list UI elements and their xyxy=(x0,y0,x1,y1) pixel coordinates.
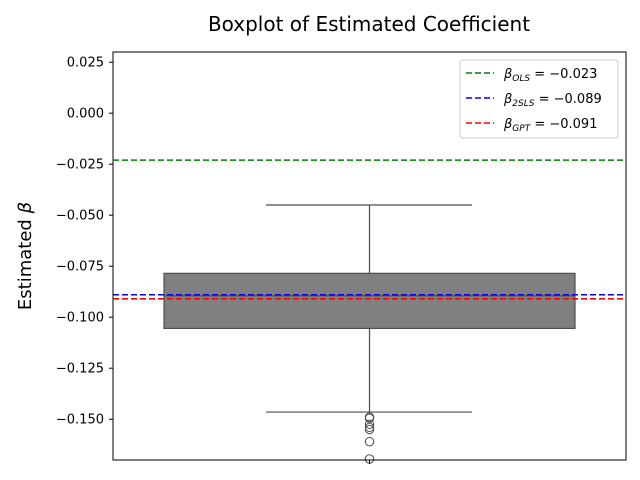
legend-subscript: OLS xyxy=(512,74,530,84)
outlier-point xyxy=(364,419,375,429)
outlier-point xyxy=(364,424,375,435)
legend-subscript: GPT xyxy=(512,124,531,134)
y-tick-label: −0.125 xyxy=(56,362,104,377)
y-tick-label: −0.075 xyxy=(56,260,104,275)
legend-value: = −0.091 xyxy=(530,117,597,132)
y-axis-label-symbol: β xyxy=(15,202,36,215)
y-tick-label: −0.100 xyxy=(56,311,104,326)
legend-beta-symbol: β xyxy=(503,117,512,132)
y-axis-label-text: Estimated xyxy=(15,213,36,310)
outlier-point xyxy=(364,413,375,423)
chart-title: Boxplot of Estimated Coefficient xyxy=(208,12,530,36)
y-tick-label: −0.050 xyxy=(56,209,104,224)
legend-beta-symbol: β xyxy=(503,67,512,82)
legend-label-2sls: β2SLS = −0.089 xyxy=(503,92,602,109)
y-tick-label: 0.000 xyxy=(67,107,104,122)
legend-label-gpt: βGPT = −0.091 xyxy=(503,117,597,134)
y-axis-label: Estimated β xyxy=(15,202,36,310)
legend-value: = −0.023 xyxy=(530,67,597,82)
outlier-point xyxy=(364,436,375,447)
legend-box xyxy=(459,59,619,139)
box-iqr xyxy=(163,272,576,330)
axes-group: 0.025 0.000 −0.025 −0.050 −0.075 −0.100 −0.125… xyxy=(56,51,627,464)
reference-lines-group xyxy=(113,159,626,300)
legend-subscript: 2SLS xyxy=(512,99,534,109)
y-tick-label: −0.150 xyxy=(56,413,104,428)
box-group xyxy=(163,204,576,464)
legend-label-ols: βOLS = −0.023 xyxy=(503,67,597,84)
y-tick-label: −0.025 xyxy=(56,158,104,173)
legend-beta-symbol: β xyxy=(503,92,512,107)
legend-value: = −0.089 xyxy=(534,92,601,107)
y-tick-label: 0.025 xyxy=(67,56,104,71)
